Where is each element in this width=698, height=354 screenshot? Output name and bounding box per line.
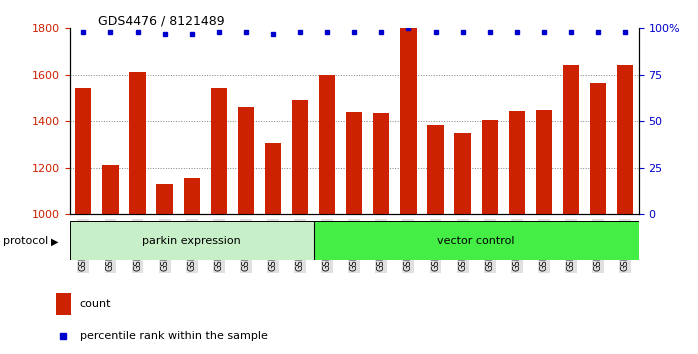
Bar (265, 143, 281, 214)
Bar (427, 125, 444, 214)
Text: GDS4476 / 8121489: GDS4476 / 8121489 (98, 14, 225, 27)
Bar (617, 65, 633, 214)
Bar (70, 221, 313, 260)
Text: ▶: ▶ (51, 236, 59, 246)
Text: percentile rank within the sample: percentile rank within the sample (80, 331, 267, 342)
Bar (400, 28, 417, 214)
Text: count: count (80, 299, 111, 309)
Bar (454, 133, 470, 214)
Bar (184, 178, 200, 214)
Bar (319, 75, 335, 214)
Bar (373, 113, 389, 214)
Bar (482, 120, 498, 214)
Bar (346, 112, 362, 214)
Bar (509, 111, 525, 214)
Bar (313, 221, 639, 260)
Bar (292, 100, 309, 214)
Bar (129, 73, 146, 214)
Bar (590, 83, 606, 214)
Bar (211, 87, 227, 214)
Text: vector control: vector control (438, 236, 515, 246)
Bar (56, 293, 70, 315)
Bar (75, 87, 91, 214)
Text: parkin expression: parkin expression (142, 236, 241, 246)
Text: protocol: protocol (3, 236, 49, 246)
Bar (156, 184, 172, 214)
Bar (563, 65, 579, 214)
Bar (238, 107, 254, 214)
Bar (536, 110, 552, 214)
Bar (103, 165, 119, 214)
